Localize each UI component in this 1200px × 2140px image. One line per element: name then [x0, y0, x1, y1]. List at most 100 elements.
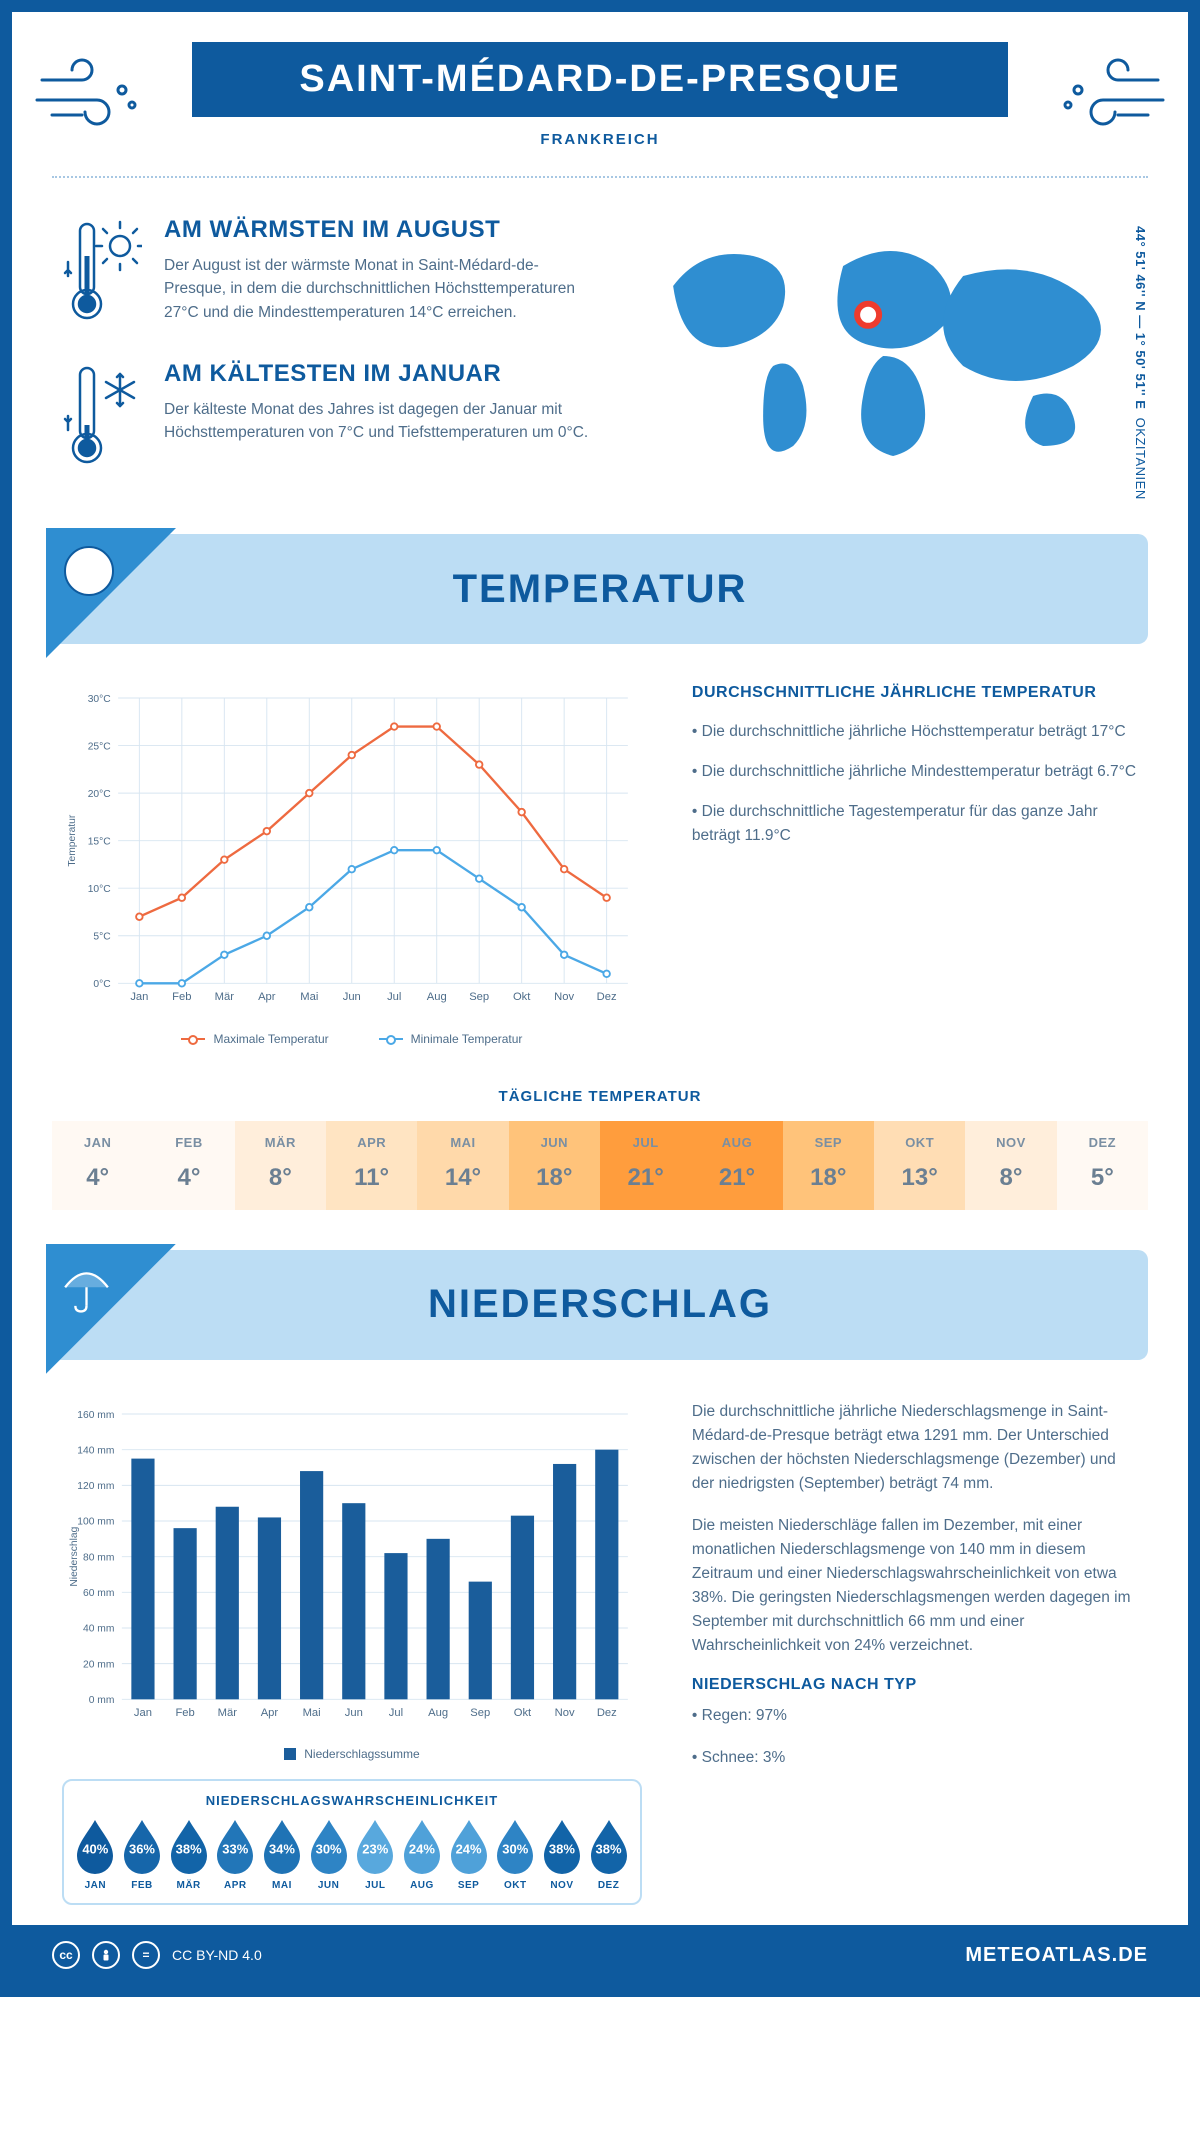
section-title-temperature: TEMPERATUR	[52, 567, 1148, 612]
svg-text:Nov: Nov	[555, 1707, 575, 1719]
temperature-legend: Maximale Temperatur Minimale Temperatur	[62, 1032, 642, 1046]
daily-cell: JAN 4°	[52, 1121, 143, 1210]
svg-text:Temperatur: Temperatur	[67, 814, 78, 866]
fact-cold-text: Der kälteste Monat des Jahres ist dagege…	[164, 398, 598, 445]
temp-summary-heading: DURCHSCHNITTLICHE JÄHRLICHE TEMPERATUR	[692, 684, 1138, 702]
svg-text:80 mm: 80 mm	[83, 1552, 114, 1563]
daily-cell: OKT 13°	[874, 1121, 965, 1210]
daily-cell: APR 11°	[326, 1121, 417, 1210]
license-text: CC BY-ND 4.0	[172, 1947, 262, 1963]
svg-text:Jun: Jun	[343, 991, 361, 1003]
svg-text:Feb: Feb	[175, 1707, 194, 1719]
coordinates: 44° 51' 46'' N — 1° 50' 51'' E OKZITANIE…	[1133, 226, 1148, 500]
section-title-precipitation: NIEDERSCHLAG	[52, 1282, 1148, 1327]
svg-text:Jan: Jan	[130, 991, 148, 1003]
svg-text:Okt: Okt	[514, 1707, 532, 1719]
probability-box: NIEDERSCHLAGSWAHRSCHEINLICHKEIT 40% JAN …	[62, 1779, 642, 1905]
probability-drop: 36% FEB	[119, 1818, 166, 1891]
svg-text:Dez: Dez	[597, 1707, 617, 1719]
precipitation-left: 0 mm20 mm40 mm60 mm80 mm100 mm120 mm140 …	[62, 1400, 642, 1906]
svg-text:30°C: 30°C	[88, 694, 112, 705]
daily-cell: SEP 18°	[783, 1121, 874, 1210]
temperature-row: 0°C 5°C 10°C 15°C 20°C 25°C 30°C Jan Feb Mär Apr Ma…	[12, 644, 1188, 1056]
probability-drop: 30% JUN	[305, 1818, 352, 1891]
wind-icon-left	[32, 55, 152, 135]
svg-text:60 mm: 60 mm	[83, 1588, 114, 1599]
divider	[52, 176, 1148, 178]
temp-bullet-2: • Die durchschnittliche jährliche Mindes…	[692, 760, 1138, 784]
svg-text:Apr: Apr	[261, 1707, 279, 1719]
precip-type-snow: • Schnee: 3%	[692, 1746, 1138, 1770]
by-icon	[92, 1941, 120, 1969]
svg-text:15°C: 15°C	[88, 836, 112, 847]
svg-text:Mai: Mai	[300, 991, 318, 1003]
svg-text:25°C: 25°C	[88, 741, 112, 752]
daily-temp-title: TÄGLICHE TEMPERATUR	[12, 1088, 1188, 1105]
fact-warm-title: AM WÄRMSTEN IM AUGUST	[164, 216, 598, 244]
intro-row: AM WÄRMSTEN IM AUGUST Der August ist der…	[12, 196, 1188, 524]
footer: cc = CC BY-ND 4.0 METEOATLAS.DE	[12, 1925, 1188, 1985]
probability-drop: 30% OKT	[492, 1818, 539, 1891]
city-title: SAINT-MÉDARD-DE-PRESQUE	[192, 42, 1008, 117]
svg-text:Sep: Sep	[470, 1707, 490, 1719]
svg-text:40 mm: 40 mm	[83, 1623, 114, 1634]
svg-text:20°C: 20°C	[88, 789, 112, 800]
temp-bullet-3: • Die durchschnittliche Tagestemperatur …	[692, 800, 1138, 848]
svg-text:Nov: Nov	[554, 991, 574, 1003]
svg-text:5°C: 5°C	[93, 932, 111, 943]
footer-site: METEOATLAS.DE	[965, 1944, 1148, 1967]
legend-min: Minimale Temperatur	[379, 1032, 523, 1046]
svg-text:20 mm: 20 mm	[83, 1659, 114, 1670]
probability-drop: 23% JUL	[352, 1818, 399, 1891]
temp-bullet-1: • Die durchschnittliche jährliche Höchst…	[692, 720, 1138, 744]
probability-drop: 34% MAI	[259, 1818, 306, 1891]
legend-max: Maximale Temperatur	[181, 1032, 328, 1046]
svg-text:Jul: Jul	[389, 1707, 403, 1719]
daily-cell: DEZ 5°	[1057, 1121, 1148, 1210]
svg-text:Mär: Mär	[215, 991, 235, 1003]
nd-icon: =	[132, 1941, 160, 1969]
svg-text:Dez: Dez	[597, 991, 617, 1003]
svg-text:Jan: Jan	[134, 1707, 152, 1719]
svg-text:0°C: 0°C	[93, 979, 111, 990]
daily-cell: FEB 4°	[143, 1121, 234, 1210]
daily-cell: MAI 14°	[417, 1121, 508, 1210]
world-map-icon	[628, 216, 1138, 476]
country-subtitle: FRANKREICH	[192, 131, 1008, 148]
precip-type-heading: NIEDERSCHLAG NACH TYP	[692, 1676, 1138, 1694]
probability-title: NIEDERSCHLAGSWAHRSCHEINLICHKEIT	[64, 1781, 640, 1818]
fact-warm-text: Der August ist der wärmste Monat in Sain…	[164, 254, 598, 324]
probability-drop: 38% NOV	[539, 1818, 586, 1891]
header: SAINT-MÉDARD-DE-PRESQUE FRANKREICH	[12, 12, 1188, 158]
footer-license: cc = CC BY-ND 4.0	[52, 1941, 262, 1969]
precip-type-rain: • Regen: 97%	[692, 1704, 1138, 1728]
probability-drop: 40% JAN	[72, 1818, 119, 1891]
svg-text:Niederschlag: Niederschlag	[69, 1526, 80, 1586]
probability-drop: 33% APR	[212, 1818, 259, 1891]
fact-coldest: AM KÄLTESTEN IM JANUAR Der kälteste Mona…	[62, 360, 598, 470]
fact-warmest: AM WÄRMSTEN IM AUGUST Der August ist der…	[62, 216, 598, 326]
svg-text:Feb: Feb	[172, 991, 191, 1003]
precipitation-row: 0 mm20 mm40 mm60 mm80 mm100 mm120 mm140 …	[12, 1360, 1188, 1926]
svg-text:Sep: Sep	[469, 991, 489, 1003]
thermometer-cold-icon	[62, 360, 142, 470]
probability-drop: 24% AUG	[399, 1818, 446, 1891]
section-banner-temperature: TEMPERATUR	[52, 534, 1148, 644]
svg-text:10°C: 10°C	[88, 884, 112, 895]
intro-facts: AM WÄRMSTEN IM AUGUST Der August ist der…	[62, 216, 598, 504]
precipitation-chart: 0 mm20 mm40 mm60 mm80 mm100 mm120 mm140 …	[62, 1400, 642, 1737]
cc-icon: cc	[52, 1941, 80, 1969]
svg-text:100 mm: 100 mm	[77, 1516, 114, 1527]
precipitation-legend: Niederschlagssumme	[62, 1747, 642, 1761]
svg-text:Apr: Apr	[258, 991, 276, 1003]
legend-precip: Niederschlagssumme	[284, 1747, 419, 1761]
svg-text:Mär: Mär	[218, 1707, 238, 1719]
svg-text:160 mm: 160 mm	[77, 1409, 114, 1420]
daily-cell: NOV 8°	[965, 1121, 1056, 1210]
thermometer-hot-icon	[62, 216, 142, 326]
svg-text:Mai: Mai	[303, 1707, 321, 1719]
wind-icon-right	[1048, 55, 1168, 135]
world-map-block: 44° 51' 46'' N — 1° 50' 51'' E OKZITANIE…	[628, 216, 1138, 504]
precipitation-summary: Die durchschnittliche jährliche Niedersc…	[692, 1400, 1138, 1906]
svg-text:140 mm: 140 mm	[77, 1445, 114, 1456]
